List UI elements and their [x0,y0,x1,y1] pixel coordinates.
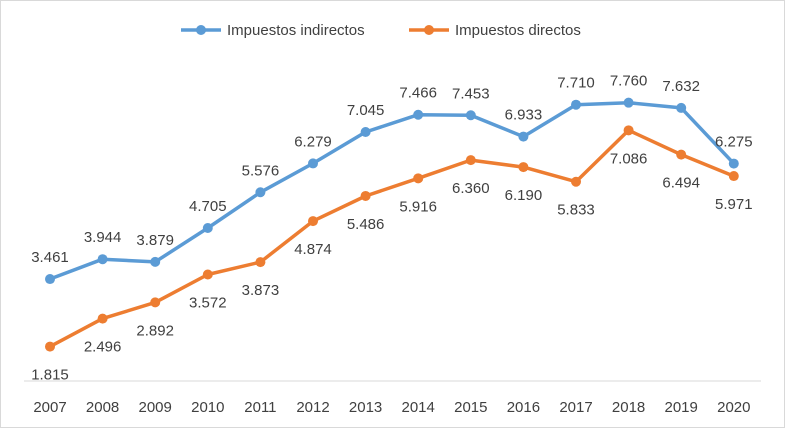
point-impuestos-directos-2020 [728,171,739,182]
data-label-impuestos-indirectos-2009: 3.879 [136,232,174,249]
data-label-impuestos-directos-2016: 6.190 [505,187,543,204]
point-impuestos-directos-2019 [676,149,687,160]
series-line-impuestos-directos [48,128,736,349]
data-label-impuestos-directos-2015: 6.360 [452,180,490,197]
data-label-impuestos-indirectos-2018: 7.760 [610,73,648,90]
point-impuestos-indirectos-2007 [45,274,55,285]
legend-label-impuestos-indirectos: Impuestos indirectos [227,22,365,39]
data-label-impuestos-indirectos-2016: 6.933 [505,107,543,124]
x-tick-labels: 2007 2008 2009 2010 2011 2012 2013 2014 2015 2016… [33,399,750,416]
point-impuestos-indirectos-2019 [676,102,687,113]
data-label-impuestos-indirectos-2012: 6.279 [294,133,332,150]
x-tick-label-2019: 2019 [665,399,698,416]
data-label-impuestos-indirectos-2013: 7.045 [347,102,385,119]
legend-swatch-marker-impuestos-directos [424,25,434,35]
data-label-impuestos-directos-2008: 2.496 [84,339,122,356]
data-label-impuestos-directos-2012: 4.874 [294,241,332,258]
data-label-impuestos-indirectos-2007: 3.461 [31,249,69,266]
point-impuestos-directos-2008 [97,313,108,324]
series-line-impuestos-indirectos [48,100,736,281]
point-impuestos-indirectos-2017 [571,99,581,110]
data-label-impuestos-indirectos-2011: 5.576 [242,162,280,179]
point-impuestos-directos-2009 [150,297,161,308]
x-tick-label-2012: 2012 [296,399,329,416]
point-impuestos-indirectos-2011 [255,187,266,198]
x-tick-label-2007: 2007 [33,399,66,416]
legend-item-impuestos-indirectos: Impuestos indirectos [181,22,365,39]
data-label-impuestos-directos-2020: 5.971 [715,196,753,213]
data-label-impuestos-indirectos-2008: 3.944 [84,229,122,246]
point-impuestos-directos-2014 [413,173,424,184]
point-impuestos-indirectos-2014 [413,109,424,120]
x-tick-label-2009: 2009 [139,399,172,416]
point-impuestos-directos-2017 [571,176,581,187]
point-impuestos-directos-2013 [360,190,371,201]
point-impuestos-directos-2016 [518,162,529,173]
data-label-impuestos-directos-2011: 3.873 [242,282,280,299]
point-impuestos-indirectos-2010 [202,223,213,233]
point-impuestos-directos-2011 [255,257,266,268]
point-impuestos-directos-2018 [623,125,634,136]
data-label-impuestos-indirectos-2017: 7.710 [557,75,595,92]
point-impuestos-indirectos-2009 [150,256,161,267]
point-impuestos-directos-2012 [308,216,318,227]
x-tick-label-2016: 2016 [507,399,540,416]
x-tick-label-2014: 2014 [402,399,435,416]
point-impuestos-indirectos-2008 [97,254,108,265]
data-label-impuestos-indirectos-2015: 7.453 [452,85,490,102]
x-tick-label-2020: 2020 [717,399,750,416]
data-label-impuestos-indirectos-2020: 6.275 [715,134,753,151]
data-label-impuestos-directos-2009: 2.892 [136,322,174,339]
point-impuestos-directos-2015 [465,155,476,166]
legend-label-impuestos-directos: Impuestos directos [455,22,581,39]
legend-item-impuestos-directos: Impuestos directos [409,22,581,39]
data-label-impuestos-indirectos-2019: 7.632 [662,78,700,95]
data-label-impuestos-directos-2018: 7.086 [610,150,648,167]
data-label-impuestos-directos-2007: 1.815 [31,367,69,384]
data-label-impuestos-directos-2010: 3.572 [189,294,227,311]
x-tick-label-2018: 2018 [612,399,645,416]
point-impuestos-indirectos-2016 [518,131,529,142]
data-label-impuestos-directos-2013: 5.486 [347,216,385,233]
data-label-impuestos-directos-2014: 5.916 [399,198,437,215]
x-tick-label-2010: 2010 [191,399,224,416]
point-impuestos-indirectos-2012 [308,158,318,169]
x-tick-label-2015: 2015 [454,399,487,416]
point-impuestos-indirectos-2015 [465,110,476,121]
data-label-impuestos-directos-2017: 5.833 [557,202,595,219]
data-label-impuestos-indirectos-2010: 4.705 [189,198,227,215]
x-tick-label-2008: 2008 [86,399,119,416]
data-label-impuestos-directos-2019: 6.494 [662,175,700,192]
point-impuestos-indirectos-2020 [728,158,739,169]
legend-swatch-marker-impuestos-indirectos [196,25,206,35]
point-impuestos-directos-2007 [45,341,55,352]
legend: Impuestos indirectos Impuestos directos [181,22,581,39]
point-impuestos-indirectos-2013 [360,127,371,137]
point-impuestos-directos-2010 [202,269,213,280]
x-tick-label-2017: 2017 [559,399,592,416]
data-labels: 3.461 3.944 3.879 4.705 5.576 6.279 7.045 7.466… [31,73,752,384]
point-impuestos-indirectos-2018 [623,97,634,108]
x-tick-label-2011: 2011 [244,399,276,416]
x-tick-label-2013: 2013 [349,399,382,416]
series-layer [45,97,739,352]
data-label-impuestos-indirectos-2014: 7.466 [399,85,437,102]
